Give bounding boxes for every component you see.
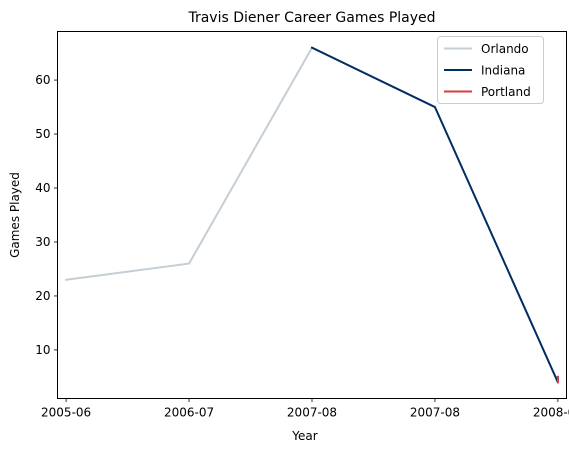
y-tick-label: 50	[35, 127, 50, 141]
legend-label-indiana: Indiana	[481, 64, 525, 78]
y-tick-label: 10	[35, 343, 50, 357]
legend-entries: Orlando Indiana Portland	[444, 42, 531, 99]
y-tick-label: 40	[35, 181, 50, 195]
y-tick-label: 60	[35, 73, 50, 87]
x-axis-label: Year	[291, 429, 317, 443]
chart-title: Travis Diener Career Games Played	[187, 10, 435, 26]
x-tick-label: 2007-08	[410, 406, 460, 420]
series-line-orlando	[64, 46, 314, 281]
x-tick-label: 2007-08	[287, 406, 337, 420]
series-layer	[64, 46, 559, 384]
x-tick-label: 2005-06	[41, 406, 91, 420]
legend: Orlando Indiana Portland	[437, 36, 544, 104]
y-axis: 10 20 30 40 50 60	[35, 73, 58, 357]
x-axis: 2005-062006-072007-082007-082008-092009-…	[41, 398, 569, 420]
x-tick-label: 2008-09	[533, 406, 569, 420]
legend-box	[437, 36, 544, 104]
legend-label-portland: Portland	[481, 85, 531, 99]
y-tick-label: 30	[35, 235, 50, 249]
x-tick-label: 2006-07	[164, 406, 214, 420]
y-tick-label: 20	[35, 289, 50, 303]
y-axis-label: Games Played	[8, 172, 22, 258]
legend-label-orlando: Orlando	[481, 42, 529, 56]
